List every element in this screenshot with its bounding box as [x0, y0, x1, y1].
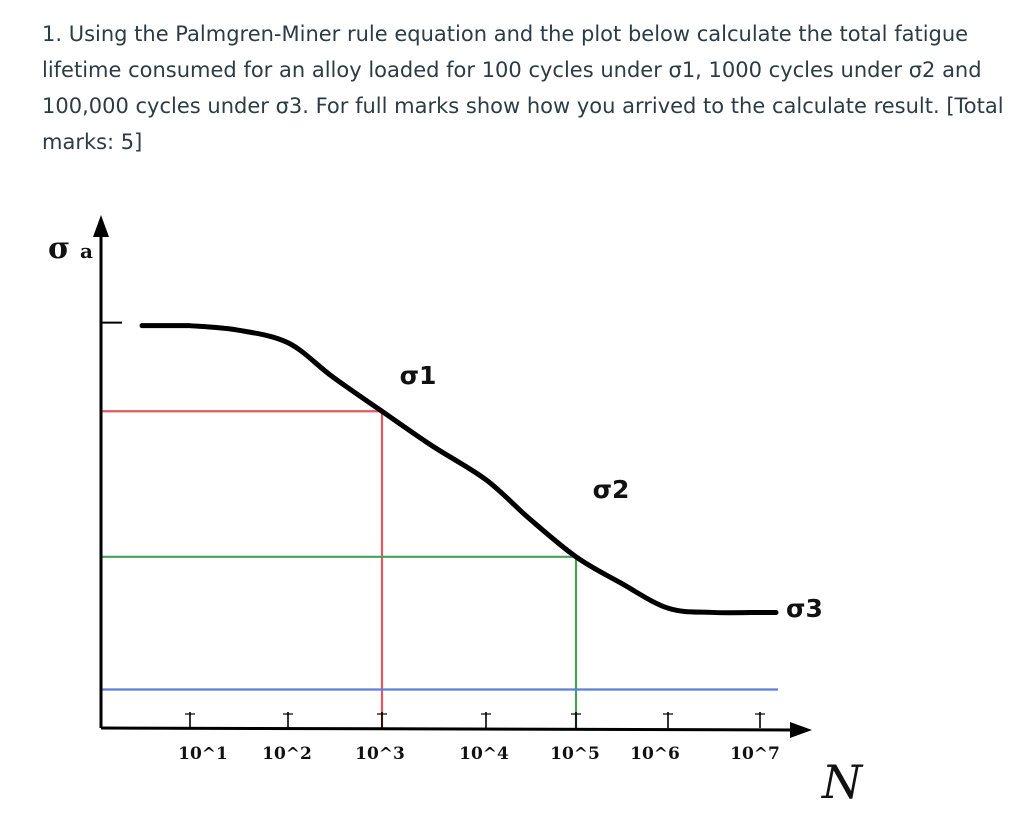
- x-axis-arrow: [790, 722, 812, 738]
- x-tick-label-6: 10^6: [630, 744, 680, 764]
- x-tick-label-1: 10^1: [178, 744, 228, 764]
- x-tick-label-7: 10^7: [730, 744, 780, 764]
- stress-label-2: σ2: [593, 475, 630, 504]
- sn-curve-line: [139, 323, 779, 616]
- x-axis-label: N: [821, 755, 864, 809]
- question-line-4: marks: 5]: [42, 130, 143, 154]
- y-axis-arrow: [93, 215, 109, 237]
- question-line-1: 1. Using the Palmgren-Miner rule equatio…: [42, 22, 969, 46]
- x-tick-label-4: 10^4: [459, 744, 509, 764]
- x-axis-line: [100, 726, 797, 732]
- x-tick-label-5: 10^5: [550, 744, 600, 764]
- question-line-3: 100,000 cycles under σ3. For full marks …: [42, 94, 1004, 118]
- x-tick-label-2: 10^2: [262, 744, 312, 764]
- stress-label-3: σ3: [786, 594, 823, 623]
- y-axis-label: σ: [48, 231, 70, 266]
- question-text: 1. Using the Palmgren-Miner rule equatio…: [42, 16, 1004, 160]
- x-tick-label-3: 10^3: [355, 744, 405, 764]
- question-line-2: lifetime consumed for an alloy loaded fo…: [42, 58, 982, 82]
- stress-label-1: σ1: [400, 361, 437, 390]
- y-axis-label-subscript: a: [80, 239, 93, 263]
